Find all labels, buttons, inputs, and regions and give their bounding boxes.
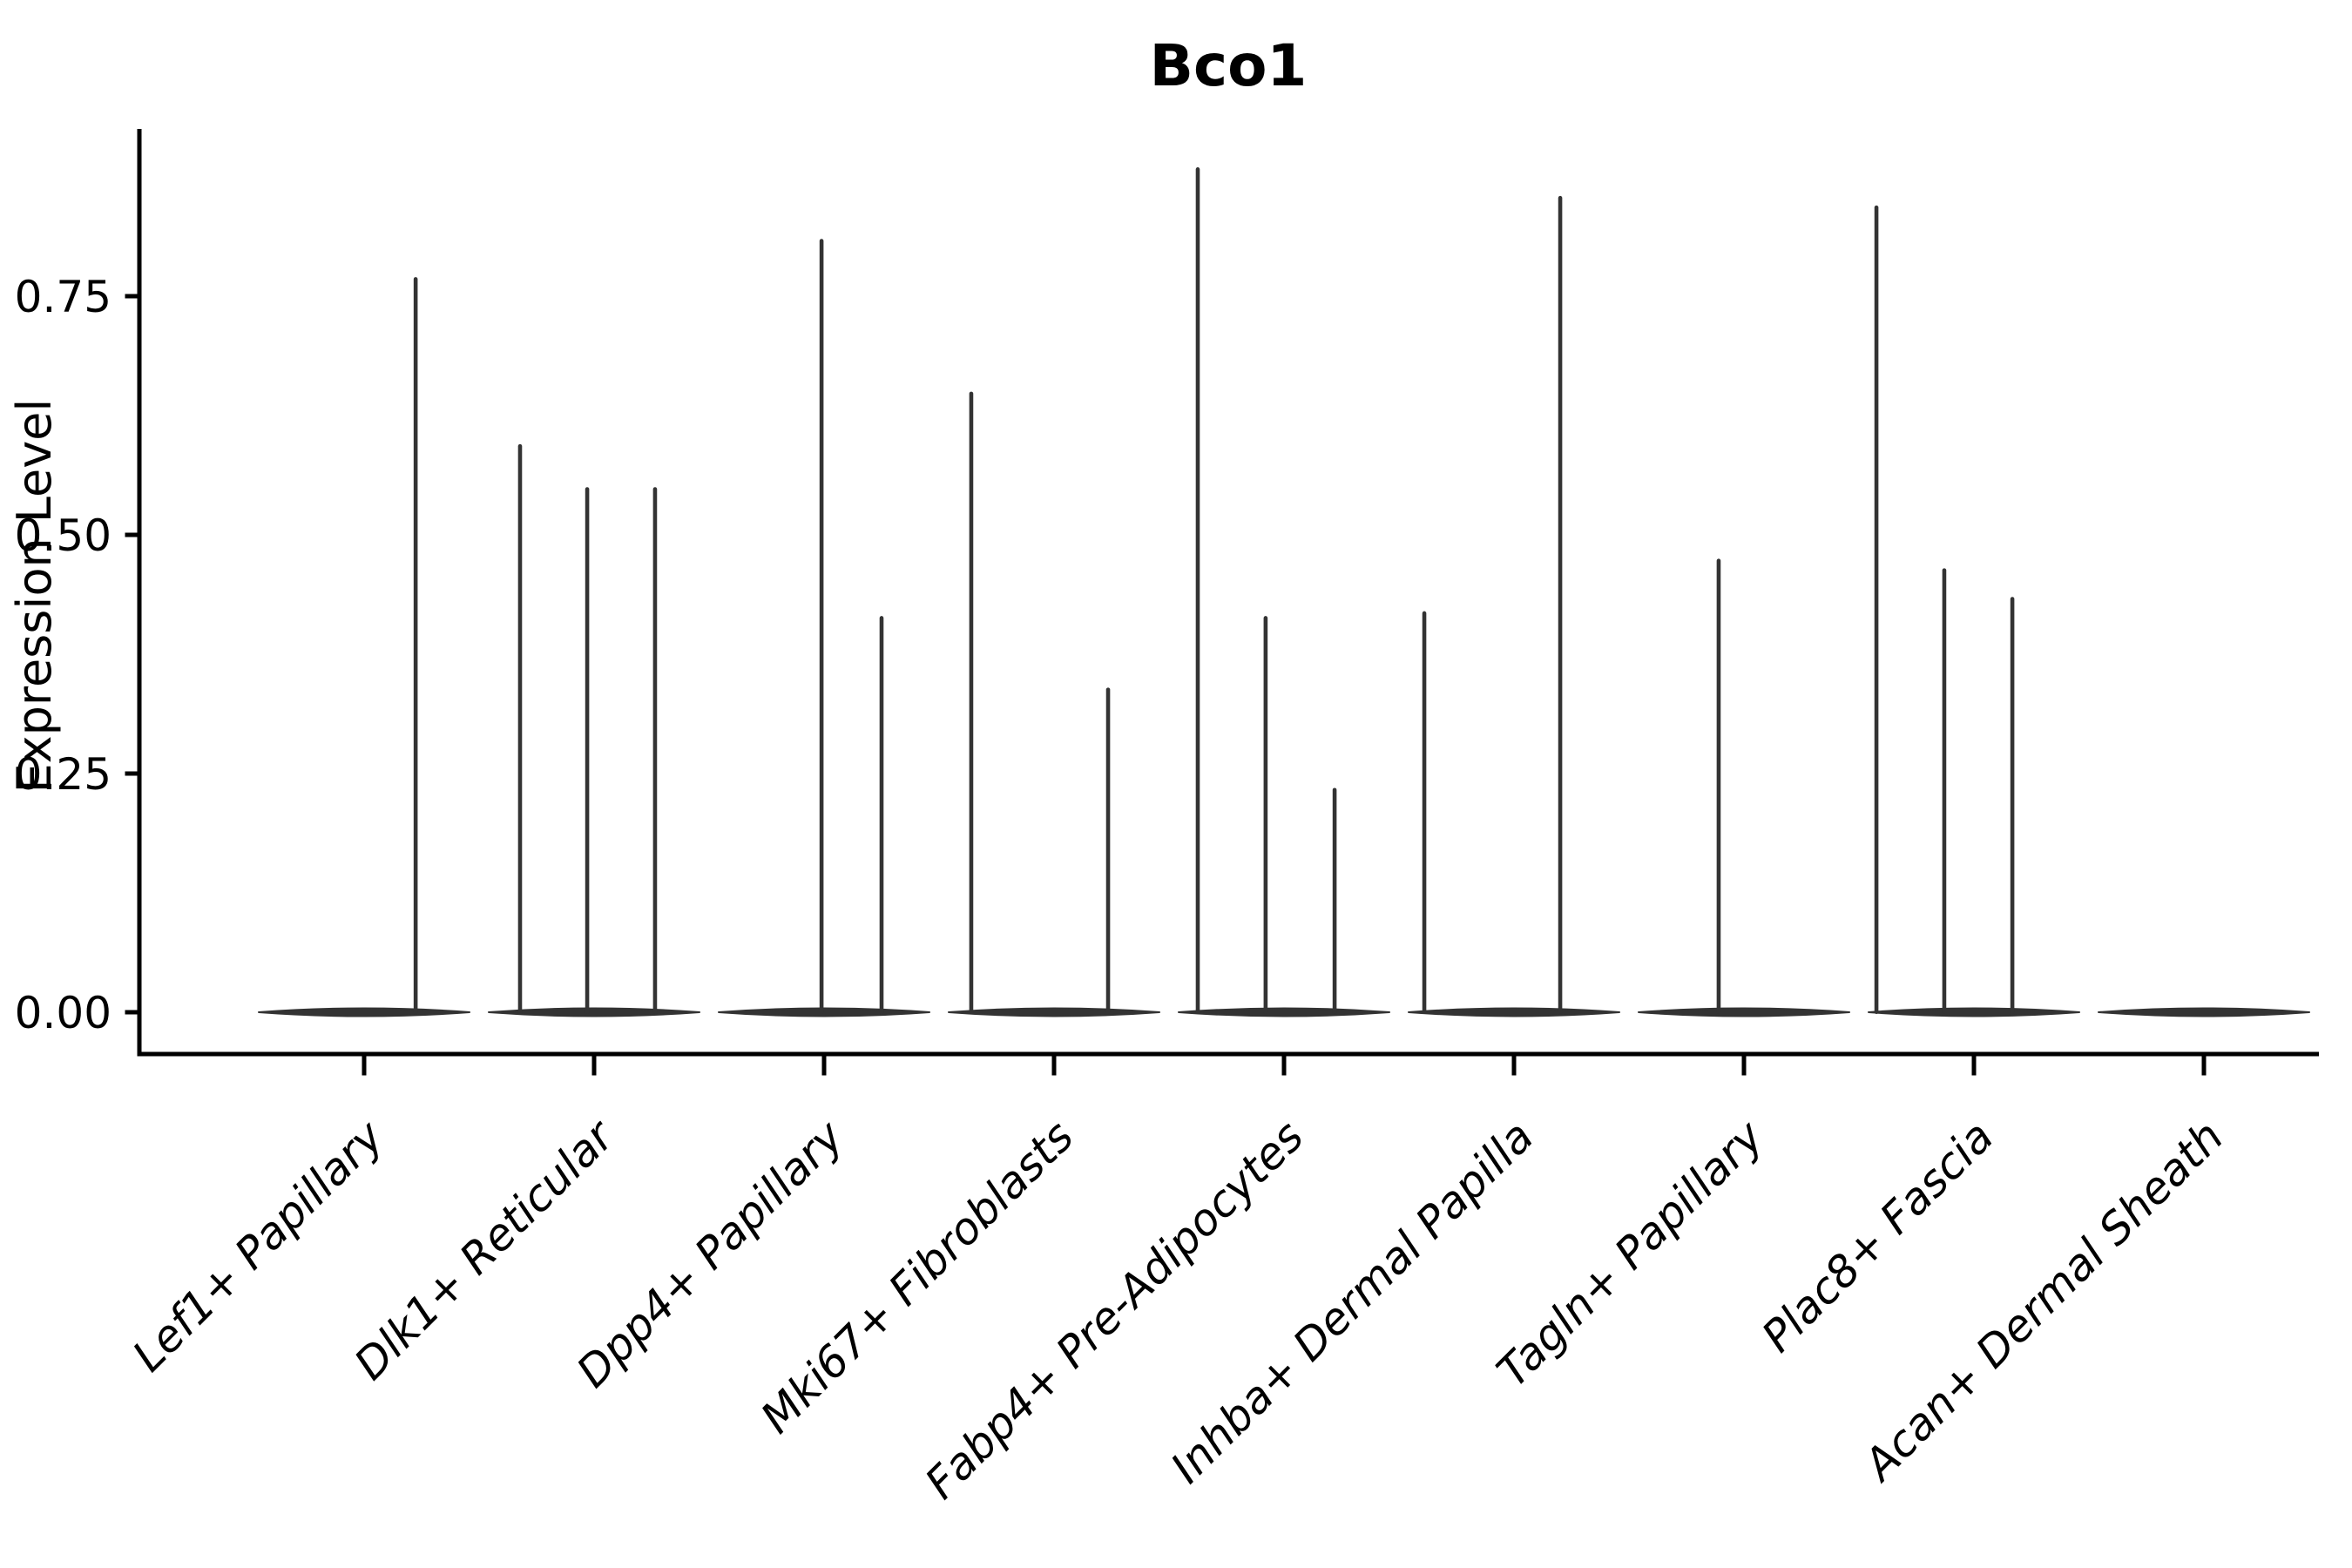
x-tick-label: Inhba+ Dermal Papilla (1161, 1111, 1543, 1492)
y-axis-label: Expression Level (7, 399, 62, 794)
expression-density-spike (1332, 787, 1337, 1014)
x-tick-mark (821, 1056, 827, 1076)
expression-density-spike (1716, 558, 1721, 1014)
expression-density-spike (879, 616, 884, 1014)
expression-density-spike (1942, 568, 1947, 1014)
x-axis-spine (137, 1051, 2319, 1057)
expression-density-spike (1422, 611, 1427, 1014)
x-tick-mark (362, 1056, 367, 1076)
y-tick-label: 0.50 (15, 510, 112, 561)
violin-body (1408, 1007, 1620, 1017)
violin-body (258, 1007, 470, 1017)
expression-density-spike (1105, 687, 1111, 1014)
x-tick-mark (1511, 1056, 1517, 1076)
x-tick-mark (1281, 1056, 1287, 1076)
violin-body (488, 1007, 700, 1017)
x-tick-label: Lef1+ Papillary (123, 1110, 394, 1381)
violin-body (1178, 1007, 1390, 1017)
violin-body (1868, 1007, 2080, 1017)
violin-body (2098, 1007, 2310, 1017)
violin-body (948, 1007, 1160, 1017)
violin-body (1638, 1007, 1850, 1017)
axes-layer (125, 129, 2319, 1076)
y-axis-spine (137, 129, 142, 1057)
expression-density-spike (2010, 597, 2015, 1014)
x-tick-label: Plac8+ Fascia (1753, 1111, 2004, 1362)
y-tick-label: 0.00 (15, 988, 112, 1038)
expression-density-spike (1558, 195, 1563, 1015)
x-tick-mark (1741, 1056, 1747, 1076)
expression-density-spike (1195, 167, 1200, 1015)
x-tick-mark (1971, 1056, 1977, 1076)
y-tick-label: 0.75 (15, 272, 112, 322)
violin-body (718, 1007, 930, 1017)
y-tick-mark (125, 294, 138, 299)
x-tick-mark (2201, 1056, 2207, 1076)
expression-density-spike (819, 239, 824, 1014)
x-tick-mark (1051, 1056, 1057, 1076)
y-tick-mark (125, 532, 138, 537)
violin-layer (258, 167, 2310, 1017)
x-tick-label: Fabp4+ Pre-Adipocytes (916, 1111, 1314, 1509)
expression-density-spike (585, 487, 590, 1014)
y-tick-mark (125, 771, 138, 776)
y-tick-label: 0.25 (15, 749, 112, 800)
expression-density-spike (1874, 205, 1879, 1014)
x-tick-mark (591, 1056, 597, 1076)
expression-density-spike (1263, 616, 1268, 1014)
expression-density-spike (652, 487, 658, 1014)
expression-density-spike (413, 277, 418, 1015)
y-tick-mark (125, 1010, 138, 1015)
chart-title: Bco1 (1150, 32, 1308, 99)
expression-density-spike (969, 391, 974, 1015)
expression-density-spike (517, 443, 523, 1014)
